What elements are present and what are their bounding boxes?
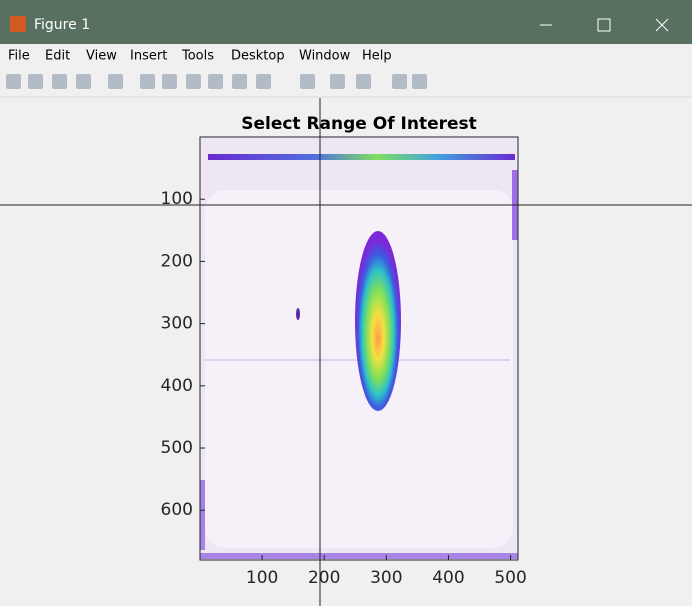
toolbar-button[interactable] <box>52 74 67 89</box>
window-title: Figure 1 <box>34 17 90 33</box>
toolbar-button[interactable] <box>412 74 427 89</box>
menu-item[interactable]: Insert <box>130 49 167 64</box>
image <box>200 137 518 560</box>
x-tick-label: 100 <box>246 568 278 588</box>
y-tick-label: 300 <box>161 314 193 334</box>
menu-item[interactable]: Tools <box>181 49 214 64</box>
y-tick-label: 200 <box>161 251 193 271</box>
toolbar-button[interactable] <box>392 74 407 89</box>
x-tick-label: 500 <box>494 568 526 588</box>
x-tick-label: 300 <box>370 568 402 588</box>
menu-item[interactable]: File <box>8 49 30 64</box>
y-tick-label: 400 <box>161 376 193 396</box>
y-tick-label: 500 <box>161 438 193 458</box>
toolbar-button[interactable] <box>76 74 91 89</box>
chart-title: Select Range Of Interest <box>241 114 477 134</box>
menu-item[interactable]: Window <box>299 49 351 64</box>
menu-bar: File Edit View Insert Tools Desktop Window Help <box>8 49 392 64</box>
image-band <box>200 553 518 559</box>
y-tick-label: 100 <box>161 189 193 209</box>
y-tick-label: 600 <box>161 500 193 520</box>
toolbar-button[interactable] <box>162 74 177 89</box>
image-spot <box>296 308 300 320</box>
toolbar-button[interactable] <box>356 74 371 89</box>
toolbar-button[interactable] <box>6 74 21 89</box>
menu-item[interactable]: Edit <box>45 49 70 64</box>
menu-item[interactable]: Desktop <box>231 49 285 64</box>
title-bar <box>0 0 692 44</box>
image-spot <box>355 231 401 411</box>
toolbar-button[interactable] <box>208 74 223 89</box>
image-band <box>200 480 205 550</box>
x-tick-label: 400 <box>432 568 464 588</box>
toolbar-button[interactable] <box>330 74 345 89</box>
toolbar-button[interactable] <box>232 74 247 89</box>
app-icon <box>10 16 26 32</box>
toolbar-button[interactable] <box>256 74 271 89</box>
toolbar-button[interactable] <box>186 74 201 89</box>
x-tick-label: 200 <box>308 568 340 588</box>
figure-window: Figure 1 File Edit View Insert Tools Desktop W… <box>0 0 692 606</box>
toolbar-button[interactable] <box>28 74 43 89</box>
toolbar-button[interactable] <box>108 74 123 89</box>
toolbar-button[interactable] <box>300 74 315 89</box>
menu-item[interactable]: Help <box>362 49 392 64</box>
image-band <box>208 154 515 160</box>
toolbar-button[interactable] <box>140 74 155 89</box>
page: Figure 1 File Edit View Insert Tools Desktop W… <box>0 0 692 606</box>
menu-item[interactable]: View <box>86 49 117 64</box>
